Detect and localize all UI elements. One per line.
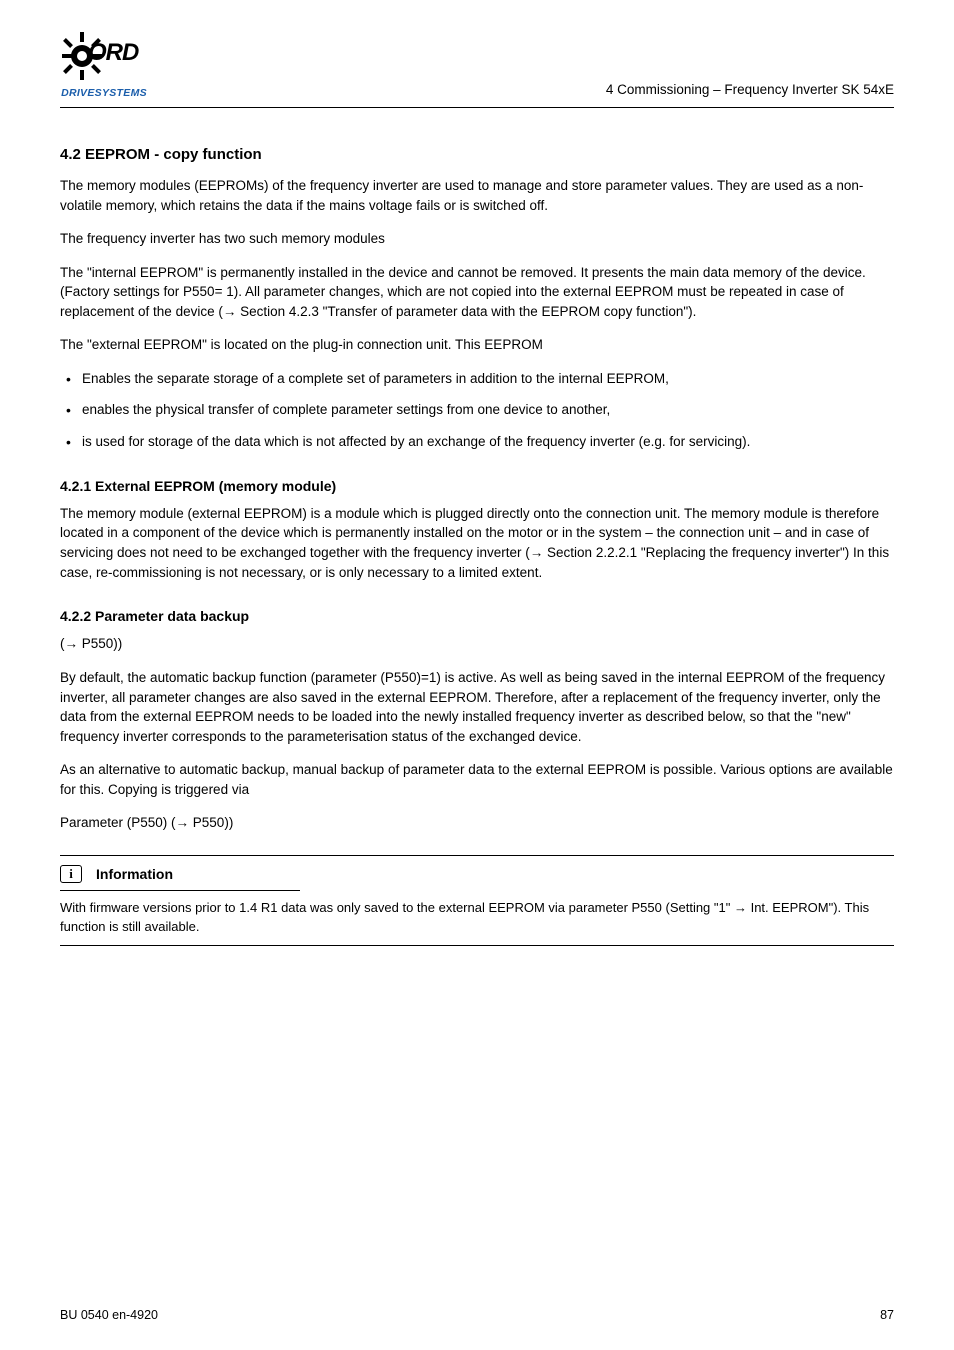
paragraph: The "external EEPROM" is located on the … (60, 335, 894, 355)
paragraph: As an alternative to automatic backup, m… (60, 760, 894, 799)
header-right: 4 Commissioning – Frequency Inverter SK … (606, 80, 894, 102)
list-item: Enables the separate storage of a comple… (60, 369, 894, 389)
bullet-list: Enables the separate storage of a comple… (60, 369, 894, 452)
page-header: ORD DRIVESYSTEMS 4 Commissioning – Frequ… (60, 30, 894, 108)
paragraph: The memory modules (EEPROMs) of the freq… (60, 176, 894, 215)
paragraph: By default, the automatic backup functio… (60, 668, 894, 746)
paragraph: The "internal EEPROM" is permanently ins… (60, 263, 894, 322)
list-item: enables the physical transfer of complet… (60, 400, 894, 420)
page-footer: BU 0540 en-4920 87 (60, 1306, 894, 1324)
logo-sub: DRIVESYSTEMS (61, 86, 147, 101)
paragraph: The frequency inverter has two such memo… (60, 229, 894, 249)
heading-4-2: 4.2 EEPROM - copy function (60, 144, 894, 166)
paragraph: The memory module (external EEPROM) is a… (60, 504, 894, 582)
paragraph: (→ P550)) (60, 634, 894, 654)
heading-4-2-2: 4.2.2 Parameter data backup (60, 606, 894, 626)
page-content: 4.2 EEPROM - copy function The memory mo… (60, 144, 894, 946)
heading-4-2-1: 4.2.1 External EEPROM (memory module) (60, 476, 894, 496)
logo: ORD DRIVESYSTEMS (60, 30, 148, 101)
footer-left: BU 0540 en-4920 (60, 1306, 158, 1324)
info-header: i Information (60, 864, 300, 891)
info-body: With firmware versions prior to 1.4 R1 d… (60, 899, 894, 937)
info-box: i Information With firmware versions pri… (60, 855, 894, 946)
info-icon: i (60, 865, 82, 883)
logo-text-ord: ORD (88, 36, 138, 71)
footer-right: 87 (880, 1306, 894, 1324)
info-title: Information (96, 864, 173, 884)
paragraph: Parameter (P550) (→ P550)) (60, 813, 894, 833)
list-item: is used for storage of the data which is… (60, 432, 894, 452)
